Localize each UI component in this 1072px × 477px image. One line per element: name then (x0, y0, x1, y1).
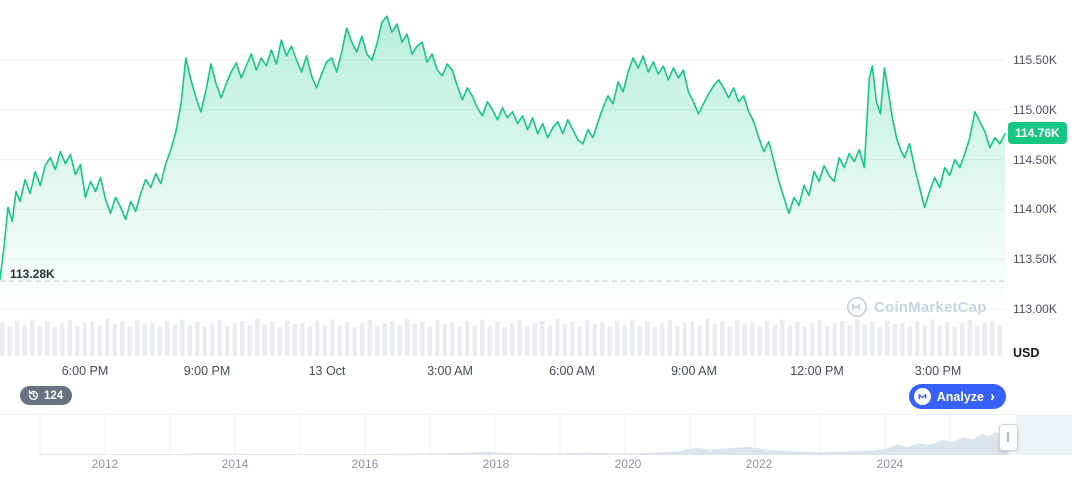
price-chart-plot[interactable]: 113.28K CoinMarketCap 114.76K USD 115.50… (0, 0, 1072, 360)
time-axis-label: 12:00 PM (790, 364, 844, 378)
time-axis: 6:00 PM 9:00 PM 13 Oct 3:00 AM 6:00 AM 9:00 A… (0, 364, 1007, 382)
time-axis-label: 3:00 AM (427, 364, 473, 378)
watermark: CoinMarketCap (846, 296, 987, 318)
time-axis-label: 13 Oct (308, 364, 346, 378)
y-axis-label: 114.50K (1013, 152, 1057, 167)
low-price-label: 113.28K (10, 267, 55, 281)
year-axis-label: 2020 (614, 457, 642, 471)
time-axis-label: 6:00 PM (61, 364, 109, 378)
analyze-label: Analyze (936, 389, 984, 404)
brush-handle[interactable]: ∥ (999, 424, 1018, 451)
price-chart-svg (0, 15, 1006, 356)
year-axis-label: 2022 (745, 457, 773, 471)
year-axis-label: 2024 (876, 457, 904, 471)
history-clock-icon (28, 390, 39, 401)
y-axis-label: 115.00K (1013, 102, 1057, 117)
timeline-svg (39, 415, 1072, 455)
chevron-right-icon: › (990, 387, 995, 405)
timeline-brush[interactable]: ∥ (0, 414, 1072, 458)
history-count-badge[interactable]: 124 (20, 386, 73, 405)
y-axis: 114.76K USD 115.50K 115.00K 114.50K 114.00K… (1007, 0, 1072, 360)
year-axis-label: 2016 (351, 457, 379, 471)
grip-icon: ∥ (1005, 432, 1012, 443)
year-axis-label: 2012 (91, 457, 119, 471)
y-axis-label: 114.00K (1013, 202, 1057, 217)
time-axis-label: 3:00 PM (914, 364, 962, 378)
year-axis: 2012 2014 2016 2018 2020 2022 2024 (0, 457, 1072, 473)
year-axis-label: 2018 (482, 457, 510, 471)
current-price-badge: 114.76K (1008, 122, 1067, 144)
time-axis-label: 9:00 AM (671, 364, 717, 378)
toolbar: 124 Analyze › (0, 384, 1072, 412)
y-axis-label: 113.00K (1013, 302, 1057, 316)
y-axis-label: 113.50K (1013, 252, 1057, 267)
time-axis-label: 9:00 PM (183, 364, 231, 378)
coinmarketcap-logo-icon (846, 296, 868, 318)
currency-label[interactable]: USD (1013, 346, 1040, 360)
year-axis-label: 2014 (221, 457, 249, 471)
analyze-cmc-icon (913, 388, 931, 405)
watermark-text: CoinMarketCap (874, 298, 987, 316)
time-axis-label: 6:00 AM (549, 364, 595, 378)
analyze-button[interactable]: Analyze › (908, 384, 1006, 409)
y-axis-label: 115.50K (1013, 53, 1057, 67)
history-count: 124 (44, 389, 64, 402)
